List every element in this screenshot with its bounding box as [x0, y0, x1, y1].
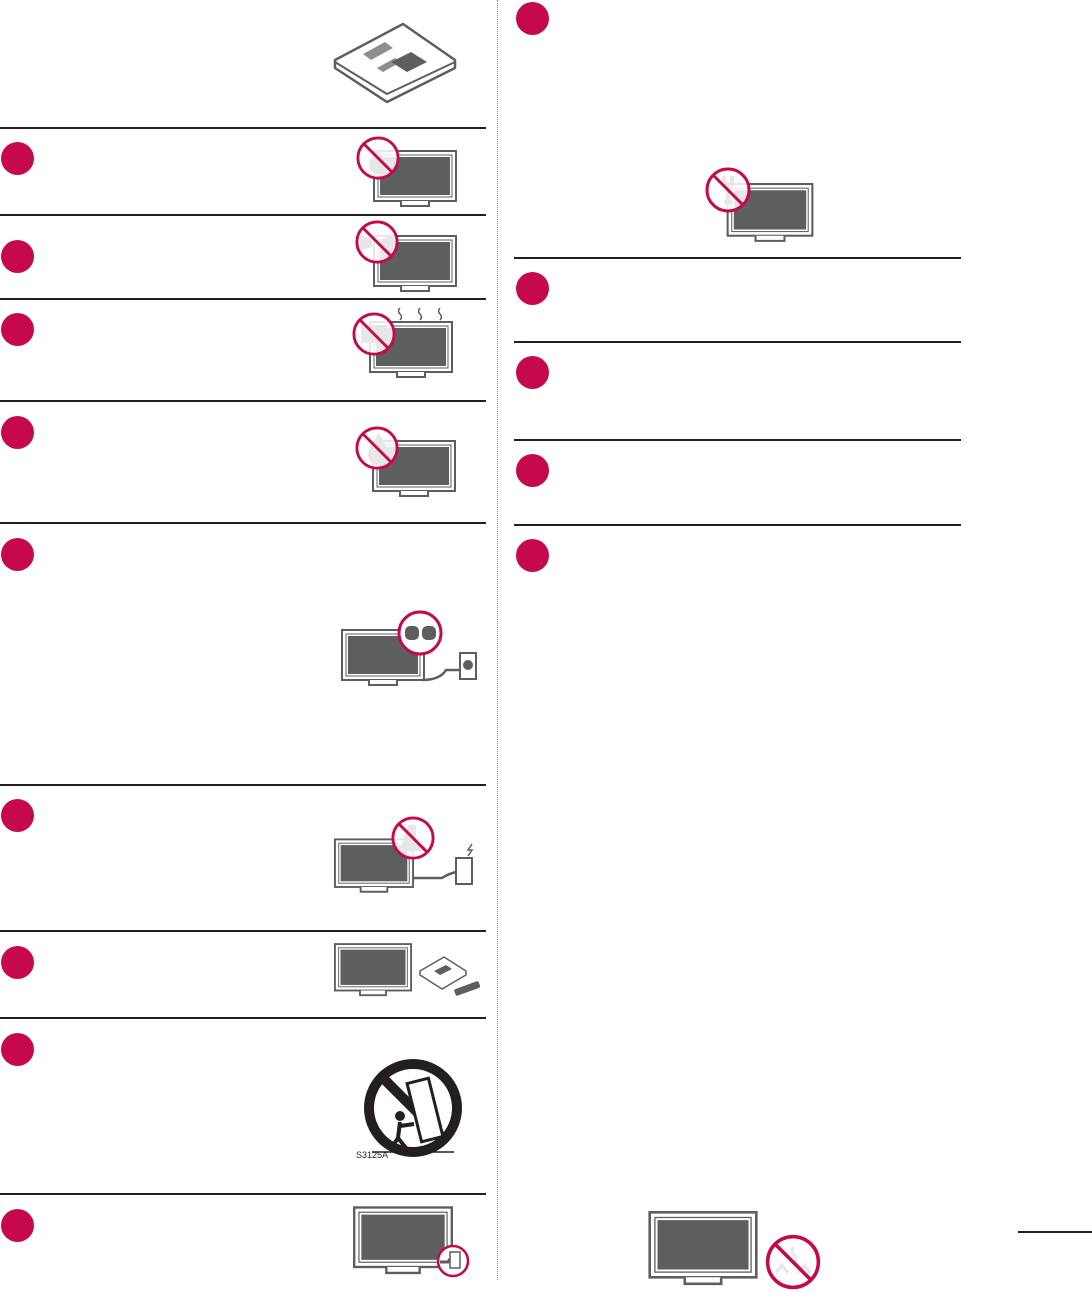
divider — [514, 524, 961, 526]
divider — [0, 930, 486, 932]
no-smoke-smell-icon — [765, 1234, 821, 1290]
item-bullet — [516, 272, 549, 305]
divider — [514, 341, 961, 343]
item-bullet — [1, 1209, 34, 1242]
item-bullet — [1, 538, 34, 571]
cart-symbol-code: S3125A — [356, 1150, 389, 1160]
item-bullet — [516, 454, 549, 487]
item-bullet — [1, 799, 34, 832]
tv-icon — [648, 1211, 758, 1289]
item-bullet — [516, 356, 549, 389]
item-bullet — [516, 539, 549, 572]
item-bullet — [1, 313, 34, 346]
item-bullet — [1, 142, 34, 175]
page-number-rule — [1018, 1231, 1092, 1233]
item-bullet — [516, 2, 549, 35]
unplug-icon — [436, 1244, 470, 1278]
divider — [0, 400, 486, 402]
column-separator — [497, 0, 498, 1280]
cart-warning-icon — [364, 1059, 462, 1157]
divider — [0, 784, 486, 786]
item-bullet — [1, 240, 34, 273]
tv-icon — [334, 943, 412, 999]
divider — [0, 214, 486, 216]
divider — [0, 1193, 486, 1195]
item-bullet — [1, 416, 34, 449]
divider — [0, 1017, 486, 1019]
item-bullet — [1, 946, 34, 979]
accessories-icon — [419, 956, 481, 996]
item-bullet — [1, 1033, 34, 1066]
divider — [0, 522, 486, 524]
no-water-spray-icon — [355, 220, 399, 264]
no-liquid-icon — [356, 136, 400, 180]
power-outlet-icon — [421, 652, 477, 682]
no-step-icon — [391, 816, 435, 860]
polarized-plug-icon — [397, 610, 443, 656]
divider — [0, 127, 486, 129]
divider — [514, 439, 961, 441]
heat-waves-icon — [397, 307, 443, 321]
divider — [0, 298, 486, 300]
manual-book-icon — [333, 22, 457, 104]
no-service-icon — [705, 167, 751, 213]
no-heater-icon — [352, 312, 396, 356]
power-outlet-icon — [414, 843, 474, 885]
no-fire-icon — [355, 426, 399, 470]
divider — [514, 257, 961, 259]
